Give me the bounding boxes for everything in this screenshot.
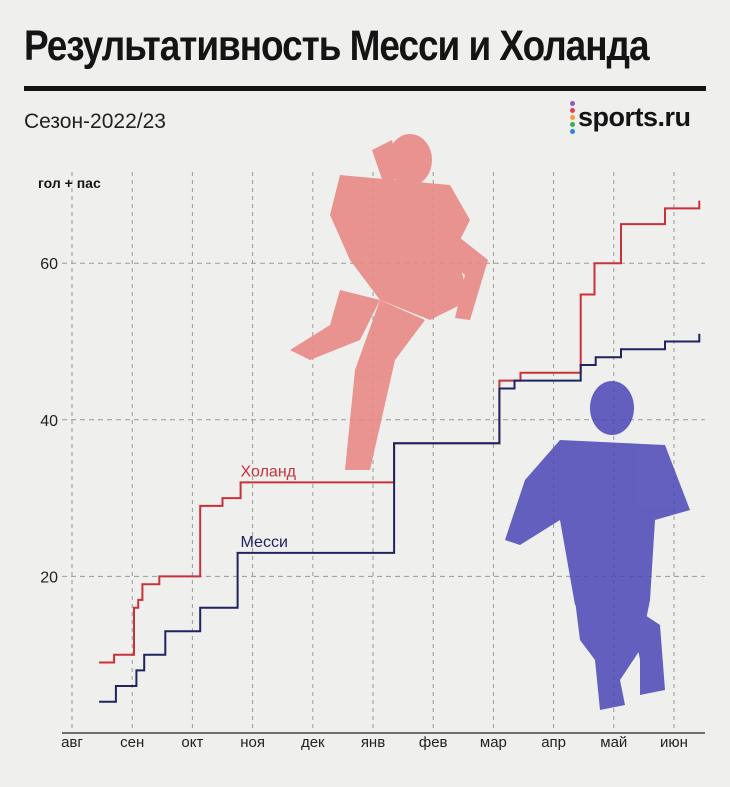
player-photos (290, 134, 690, 710)
x-tick-label: дек (301, 734, 325, 751)
x-tick-label: май (600, 734, 627, 751)
series-label: Холанд (241, 463, 297, 480)
logo-text: sports.ru (578, 101, 691, 132)
series-line-haaland (99, 200, 701, 664)
title-divider (24, 86, 706, 91)
series-line-messi (99, 333, 701, 703)
chart-subtitle: Сезон-2022/23 (24, 110, 166, 133)
x-tick-label: ноя (240, 734, 265, 751)
y-tick-label: 40 (40, 413, 58, 430)
sports-ru-logo: sports.ru (570, 100, 691, 134)
axes: авг сен окт ноя дек янв фев мар апр май июн 20 40 60 г… (38, 175, 705, 751)
x-tick-label: янв (361, 734, 385, 751)
y-tick-label: 60 (40, 256, 58, 273)
series-labels: Холанд Месси (241, 463, 297, 550)
series-label: Месси (241, 534, 288, 551)
haaland-photo (290, 134, 488, 470)
messi-photo (505, 381, 690, 710)
logo-dots-icon (570, 100, 575, 134)
x-tick-label: мар (480, 734, 507, 751)
logo-dot (570, 121, 575, 127)
logo-dot (570, 114, 575, 120)
x-tick-label: июн (660, 734, 688, 751)
x-tick-label: окт (181, 734, 203, 751)
logo-dot (570, 100, 575, 106)
x-tick-label: авг (61, 734, 83, 751)
x-tick-label: апр (541, 734, 566, 751)
chart-title: Результативность Месси и Холанда (24, 22, 650, 70)
x-tick-label: сен (120, 734, 144, 751)
x-tick-label: фев (419, 734, 448, 751)
y-axis-label: гол + пас (38, 175, 101, 191)
logo-dot (570, 128, 575, 134)
logo-dot (570, 107, 575, 113)
y-tick-label: 20 (40, 569, 58, 586)
series (99, 200, 701, 703)
